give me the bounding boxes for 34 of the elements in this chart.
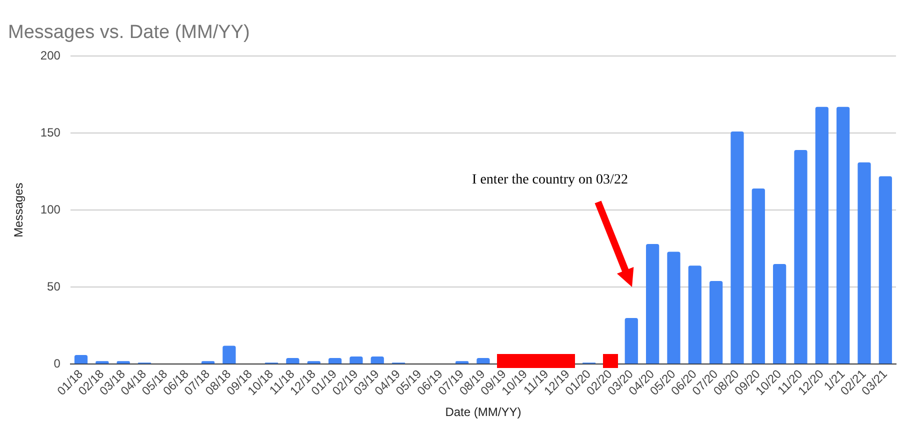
bar: [667, 252, 680, 364]
bar: [730, 132, 744, 364]
bar: [455, 361, 469, 364]
bar: [836, 106, 850, 364]
bar: [688, 266, 702, 364]
bar: [222, 346, 236, 364]
y-tick-label: 50: [47, 279, 61, 294]
bar: [815, 106, 828, 364]
y-tick-label: 200: [40, 48, 61, 62]
bar: [328, 358, 342, 364]
bar: [752, 188, 765, 364]
bar: [794, 150, 808, 364]
bar: [286, 358, 300, 364]
bar: [476, 358, 490, 364]
bar: [878, 176, 892, 364]
y-tick-label: 100: [40, 202, 61, 216]
bar: [96, 361, 109, 364]
bar: [646, 244, 660, 364]
bar: [624, 318, 638, 364]
y-tick-label: 150: [40, 125, 61, 140]
bar: [307, 361, 320, 364]
bar: [710, 280, 723, 364]
bar: [773, 264, 786, 364]
x-axis-title: Date (MM/YY): [445, 405, 522, 420]
bar: [74, 354, 88, 364]
bar: [370, 356, 384, 364]
chart-title: Messages vs. Date (MM/YY): [8, 22, 250, 44]
bar: [858, 162, 871, 364]
bar: [350, 356, 363, 364]
y-axis-title: Messages: [12, 182, 26, 238]
bar: [116, 361, 130, 364]
annotation: I enter the country on 03/22: [472, 172, 628, 188]
y-tick-label: 0: [54, 356, 61, 370]
bar: [201, 361, 215, 364]
